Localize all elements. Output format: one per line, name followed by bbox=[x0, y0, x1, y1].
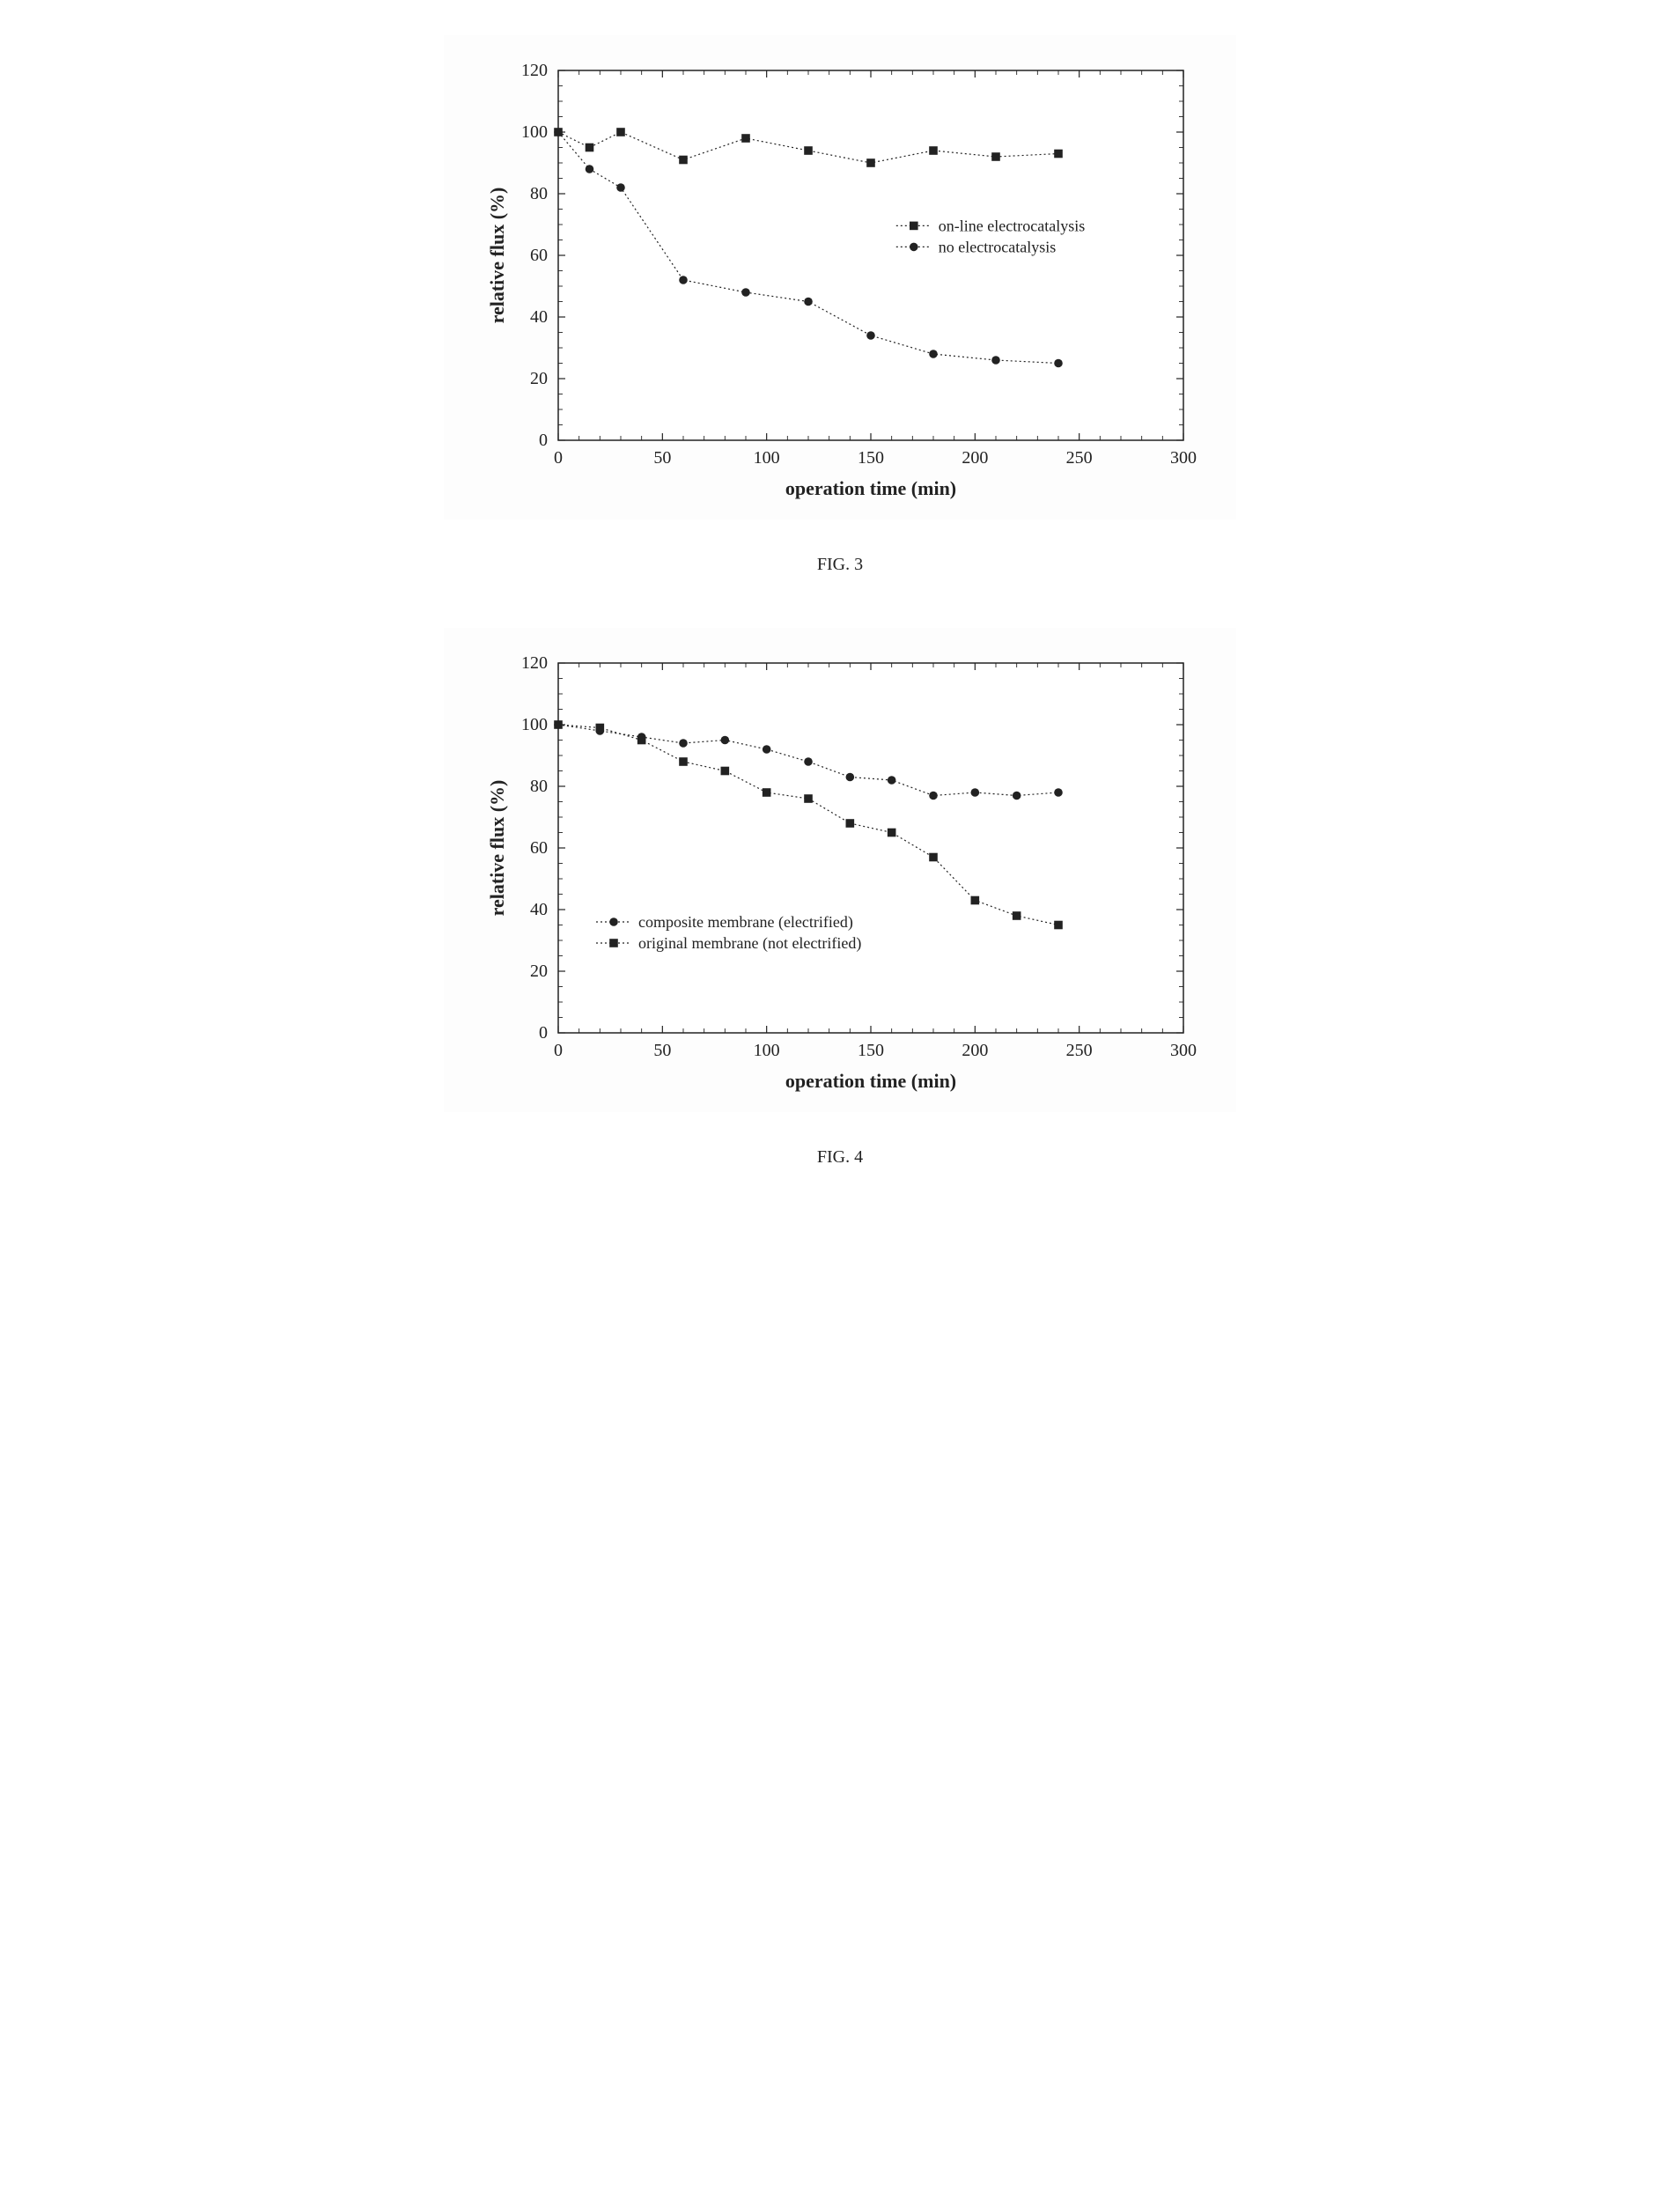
chart: 0 50 100 150 200 250 300 0 20 40 60 80 100 120 operati… bbox=[479, 53, 1201, 511]
figure-caption: FIG. 3 bbox=[444, 555, 1236, 575]
svg-text:150: 150 bbox=[858, 448, 884, 468]
figure-caption: FIG. 4 bbox=[444, 1147, 1236, 1168]
figure-block: 0 50 100 150 200 250 300 0 20 40 60 80 100 120 operati… bbox=[444, 35, 1236, 575]
svg-text:50: 50 bbox=[653, 1041, 671, 1060]
figure-block: 0 50 100 150 200 250 300 0 20 40 60 80 100 120 operati… bbox=[444, 628, 1236, 1168]
svg-text:no electrocatalysis: no electrocatalysis bbox=[939, 238, 1056, 255]
svg-text:operation time (min): operation time (min) bbox=[785, 1070, 956, 1092]
svg-text:original membrane (not electri: original membrane (not electrified) bbox=[638, 934, 861, 953]
svg-text:60: 60 bbox=[530, 838, 548, 858]
svg-text:120: 120 bbox=[521, 61, 548, 80]
svg-text:on-line electrocatalysis: on-line electrocatalysis bbox=[939, 217, 1085, 234]
svg-text:100: 100 bbox=[754, 448, 780, 468]
svg-text:150: 150 bbox=[858, 1041, 884, 1060]
svg-text:0: 0 bbox=[539, 1023, 548, 1043]
svg-text:100: 100 bbox=[754, 1041, 780, 1060]
svg-text:100: 100 bbox=[521, 122, 548, 142]
svg-text:200: 200 bbox=[962, 448, 988, 468]
svg-text:100: 100 bbox=[521, 715, 548, 734]
svg-text:120: 120 bbox=[521, 653, 548, 673]
svg-text:relative flux (%): relative flux (%) bbox=[486, 780, 508, 917]
svg-text:200: 200 bbox=[962, 1041, 988, 1060]
svg-text:300: 300 bbox=[1170, 448, 1197, 468]
svg-text:20: 20 bbox=[530, 962, 548, 981]
svg-text:80: 80 bbox=[530, 777, 548, 796]
svg-text:composite membrane (electrifie: composite membrane (electrified) bbox=[638, 913, 853, 932]
svg-text:0: 0 bbox=[539, 431, 548, 450]
chart-frame: 0 50 100 150 200 250 300 0 20 40 60 80 100 120 operati… bbox=[444, 35, 1236, 520]
chart-frame: 0 50 100 150 200 250 300 0 20 40 60 80 100 120 operati… bbox=[444, 628, 1236, 1112]
svg-text:80: 80 bbox=[530, 184, 548, 203]
svg-text:60: 60 bbox=[530, 246, 548, 265]
svg-text:300: 300 bbox=[1170, 1041, 1197, 1060]
chart: 0 50 100 150 200 250 300 0 20 40 60 80 100 120 operati… bbox=[479, 645, 1201, 1103]
svg-text:40: 40 bbox=[530, 307, 548, 327]
svg-text:0: 0 bbox=[554, 448, 563, 468]
svg-text:operation time (min): operation time (min) bbox=[785, 477, 956, 499]
svg-text:40: 40 bbox=[530, 900, 548, 919]
svg-text:0: 0 bbox=[554, 1041, 563, 1060]
svg-text:20: 20 bbox=[530, 369, 548, 388]
svg-text:250: 250 bbox=[1066, 1041, 1093, 1060]
svg-text:250: 250 bbox=[1066, 448, 1093, 468]
svg-text:50: 50 bbox=[653, 448, 671, 468]
svg-text:relative flux (%): relative flux (%) bbox=[486, 188, 508, 324]
